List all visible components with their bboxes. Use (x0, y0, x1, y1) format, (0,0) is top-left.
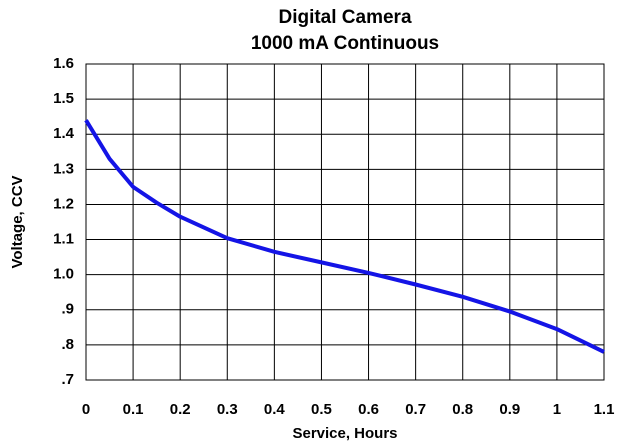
x-tick-label: 0.6 (358, 401, 379, 418)
x-tick-label: 0.9 (499, 401, 520, 418)
y-tick-label: 1.6 (53, 55, 74, 72)
y-tick-label: .7 (61, 371, 74, 388)
y-tick-label: 1.1 (53, 231, 74, 248)
y-tick-label: 1.3 (53, 160, 74, 177)
x-tick-label: 0.5 (311, 401, 332, 418)
x-tick-label: 1.1 (594, 401, 615, 418)
x-axis-label: Service, Hours (292, 425, 397, 442)
x-tick-label: 0.3 (217, 401, 238, 418)
y-tick-label: .8 (61, 336, 74, 353)
y-tick-label: 1.0 (53, 266, 74, 283)
x-tick-label: 1 (553, 401, 561, 418)
y-tick-label: .9 (61, 301, 74, 318)
x-tick-label: 0 (82, 401, 90, 418)
y-axis-label: Voltage, CCV (9, 175, 26, 268)
x-tick-label: 0.7 (405, 401, 426, 418)
y-tick-label: 1.2 (53, 195, 74, 212)
y-tick-label: 1.4 (53, 125, 75, 142)
x-tick-label: 0.8 (452, 401, 473, 418)
chart-title: Digital Camera (278, 7, 411, 28)
chart-subtitle: 1000 mA Continuous (251, 33, 439, 54)
y-tick-label: 1.5 (53, 90, 74, 107)
plot-frame (85, 63, 605, 381)
data-line (84, 119, 605, 354)
x-tick-label: 0.4 (264, 401, 286, 418)
x-tick-label: 0.1 (123, 401, 144, 418)
x-tick-label: 0.2 (170, 401, 191, 418)
